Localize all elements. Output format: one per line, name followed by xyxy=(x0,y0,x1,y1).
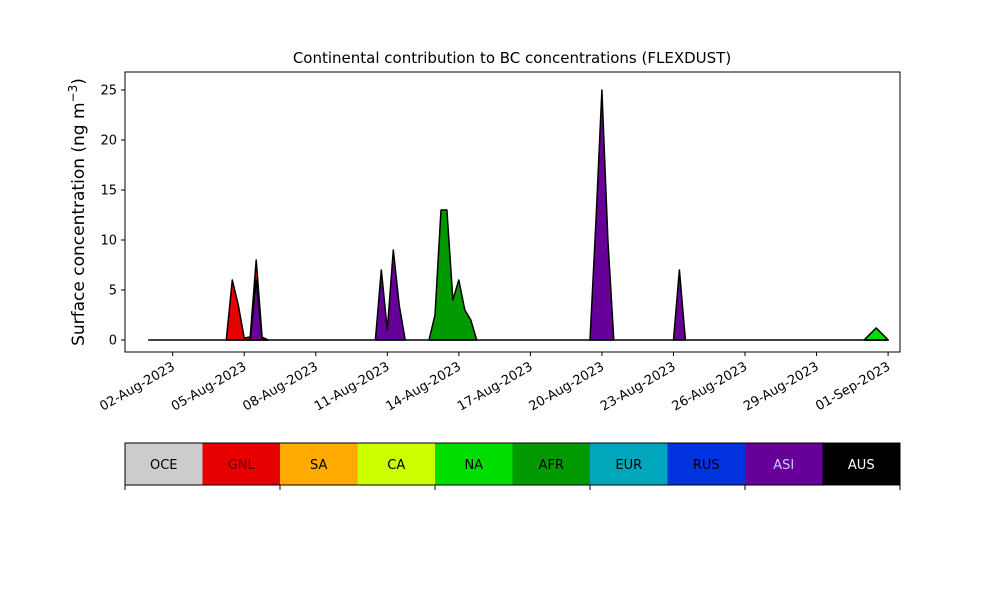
chart-title: Continental contribution to BC concentra… xyxy=(293,49,731,67)
legend-label-sa: SA xyxy=(310,458,327,473)
y-tick-label: 0 xyxy=(109,334,117,349)
x-tick-label: 05-Aug-2023 xyxy=(169,359,249,414)
y-tick-label: 10 xyxy=(100,234,117,249)
y-tick-label: 15 xyxy=(100,184,117,199)
legend-colorbar: OCE GNL SA CA NA AFR EUR RUS ASI AUS xyxy=(124,442,901,490)
x-tick-label: 29-Aug-2023 xyxy=(741,359,821,414)
legend-label-oce: OCE xyxy=(150,458,178,473)
y-axis-label: Surface concentration (ng m−3) xyxy=(66,78,89,346)
legend-swatch-afr xyxy=(512,443,591,485)
x-tick-label: 20-Aug-2023 xyxy=(527,359,607,414)
legend-swatch-aus xyxy=(822,443,901,485)
legend-label-ca: CA xyxy=(387,458,405,473)
legend-swatch-asi xyxy=(745,443,823,485)
x-tick-label: 01-Sep-2023 xyxy=(813,359,893,414)
series-area-afr xyxy=(428,209,478,341)
series-area-gnl xyxy=(225,259,269,341)
plot-frame xyxy=(124,71,901,353)
legend-swatch-rus xyxy=(667,443,746,485)
legend-swatch-oce xyxy=(125,443,203,485)
y-tick-label: 25 xyxy=(100,84,117,99)
legend-label-aus: AUS xyxy=(848,458,875,473)
legend-swatch-ca xyxy=(357,443,436,485)
legend-label-eur: EUR xyxy=(615,458,642,473)
legend-swatch-eur xyxy=(590,443,668,485)
series-area-na xyxy=(863,327,889,341)
x-tick-label: 02-Aug-2023 xyxy=(97,359,177,414)
series-area-asi xyxy=(249,89,687,341)
legend-label-asi: ASI xyxy=(773,458,794,473)
x-tick-label: 23-Aug-2023 xyxy=(598,359,678,414)
y-tick-label: 20 xyxy=(100,134,117,149)
legend-swatch-gnl xyxy=(202,443,281,485)
legend-label-gnl: GNL xyxy=(228,458,256,473)
legend-swatch-na xyxy=(435,443,513,485)
legend-label-afr: AFR xyxy=(539,458,564,473)
x-tick-label: 17-Aug-2023 xyxy=(455,359,535,414)
legend-frame xyxy=(124,442,901,486)
x-tick-label: 26-Aug-2023 xyxy=(670,359,750,414)
legend-swatch-sa xyxy=(280,443,358,485)
y-tick-label: 5 xyxy=(109,284,117,299)
x-tick-label: 11-Aug-2023 xyxy=(312,359,392,414)
x-tick-label: 14-Aug-2023 xyxy=(384,359,464,414)
x-tick-label: 08-Aug-2023 xyxy=(240,359,320,414)
plot-area: 0 5 10 15 20 25 02-Aug-202305-Aug-202308-Aug-2… xyxy=(97,71,901,415)
legend-label-rus: RUS xyxy=(693,458,720,473)
legend-label-na: NA xyxy=(464,458,483,473)
